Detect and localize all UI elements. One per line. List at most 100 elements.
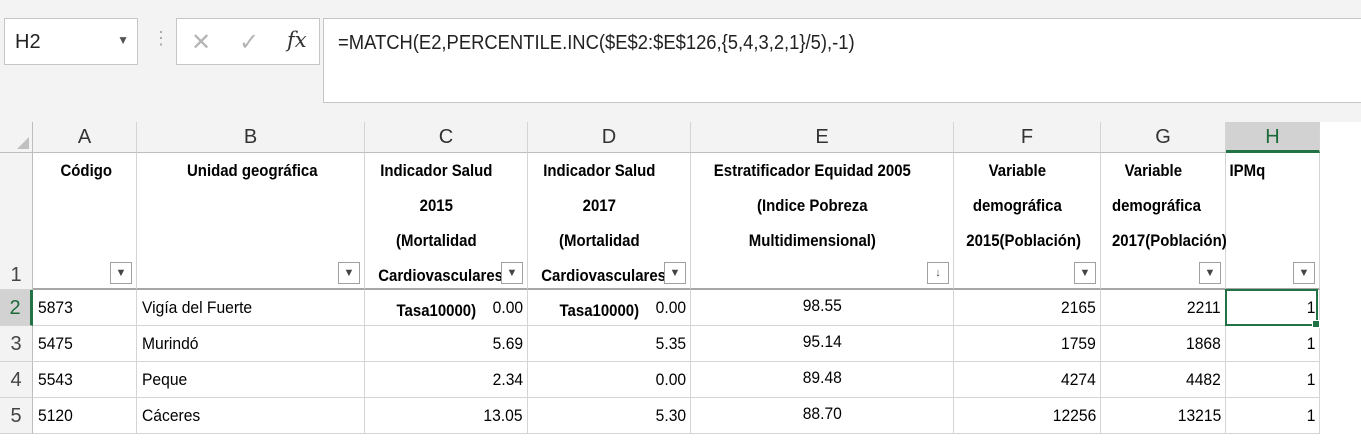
formula-input[interactable]: =MATCH(E2,PERCENTILE.INC($E$2:$E$126,{5,… xyxy=(323,18,1361,103)
cell-value: 1 xyxy=(1306,370,1315,389)
filter-dropdown-icon[interactable]: ▼ xyxy=(110,262,132,284)
cell-e3[interactable]: 95.14 xyxy=(691,326,954,362)
cell-d2[interactable]: 0.00 xyxy=(528,290,691,326)
cell-g3[interactable]: 1868 xyxy=(1101,326,1226,362)
cell-e5[interactable]: 88.70 xyxy=(691,398,954,434)
cell-value: 1 xyxy=(1306,406,1315,425)
header-label: Código xyxy=(60,161,113,180)
cancel-icon[interactable]: ✕ xyxy=(191,29,212,56)
cell-value: 88.70 xyxy=(802,404,842,423)
column-header-a[interactable]: A xyxy=(33,122,137,153)
header-cell-b[interactable]: Unidad geográfica ▼ xyxy=(137,153,365,290)
filter-dropdown-icon[interactable]: ▼ xyxy=(1293,262,1315,284)
header-cell-a[interactable]: Código ▼ xyxy=(33,153,137,290)
cell-h3[interactable]: 1 xyxy=(1226,326,1320,362)
cell-b2[interactable]: Vigía del Fuerte xyxy=(137,290,365,326)
sort-filter-icon[interactable]: ↓ xyxy=(927,262,949,284)
cell-b4[interactable]: Peque xyxy=(137,362,365,398)
filter-dropdown-icon[interactable]: ▼ xyxy=(664,262,686,284)
cell-g2[interactable]: 2211 xyxy=(1101,290,1226,326)
cell-value: 1759 xyxy=(1061,334,1096,353)
cell-value: 5873 xyxy=(38,298,73,317)
header-label: Variable demográfica 2015(Población) xyxy=(966,161,1082,250)
cell-g4[interactable]: 4482 xyxy=(1101,362,1226,398)
cell-value: 1 xyxy=(1306,334,1315,353)
cell-value: 5120 xyxy=(38,406,73,425)
header-label: Indicador Salud 2017 (Mortalidad Cardiov… xyxy=(541,161,671,320)
filter-dropdown-icon[interactable]: ▼ xyxy=(501,262,523,284)
cell-f2[interactable]: 2165 xyxy=(954,290,1101,326)
cell-c5[interactable]: 13.05 xyxy=(365,398,528,434)
column-header-b[interactable]: B xyxy=(137,122,365,153)
row-header-5[interactable]: 5 xyxy=(0,398,33,434)
select-all-corner[interactable] xyxy=(0,122,33,153)
column-header-c[interactable]: C xyxy=(365,122,528,153)
cell-value: 1 xyxy=(1306,298,1315,317)
cell-d5[interactable]: 5.30 xyxy=(528,398,691,434)
header-label: IPMq xyxy=(1229,161,1266,180)
cell-d4[interactable]: 0.00 xyxy=(528,362,691,398)
cell-a2[interactable]: 5873 xyxy=(33,290,137,326)
cell-h2[interactable]: 1 xyxy=(1226,290,1320,326)
cell-c4[interactable]: 2.34 xyxy=(365,362,528,398)
row-header-3[interactable]: 3 xyxy=(0,326,33,362)
filter-dropdown-icon[interactable]: ▼ xyxy=(1074,262,1096,284)
header-label: Estratificador Equidad 2005 (Indice Pobr… xyxy=(713,161,911,250)
header-cell-c[interactable]: Indicador Salud 2015 (Mortalidad Cardiov… xyxy=(365,153,528,320)
cell-value: 95.14 xyxy=(802,332,842,351)
cell-g5[interactable]: 13215 xyxy=(1101,398,1226,434)
column-header-h[interactable]: H xyxy=(1226,122,1320,153)
column-header-d[interactable]: D xyxy=(528,122,691,153)
chevron-down-icon[interactable]: ▼ xyxy=(117,33,129,47)
cell-value: 5.35 xyxy=(655,334,686,353)
cell-c2[interactable]: 0.00 xyxy=(365,290,528,326)
cell-h4[interactable]: 1 xyxy=(1226,362,1320,398)
insert-function-icon[interactable]: fx xyxy=(287,28,307,52)
header-cell-d[interactable]: Indicador Salud 2017 (Mortalidad Cardiov… xyxy=(528,153,691,320)
row-header-1[interactable]: 1 xyxy=(0,153,33,290)
cell-h5[interactable]: 1 xyxy=(1226,398,1320,434)
filter-dropdown-icon[interactable]: ▼ xyxy=(1199,262,1221,284)
column-header-g[interactable]: G xyxy=(1101,122,1226,153)
cell-d3[interactable]: 5.35 xyxy=(528,326,691,362)
enter-icon[interactable]: ✓ xyxy=(239,29,260,56)
cell-e4[interactable]: 89.48 xyxy=(691,362,954,398)
cell-value: 5543 xyxy=(38,370,73,389)
header-label: Unidad geográfica xyxy=(187,161,318,180)
cell-value: Murindó xyxy=(142,334,199,353)
cell-b3[interactable]: Murindó xyxy=(137,326,365,362)
cell-value: Cáceres xyxy=(142,406,201,425)
drag-handle-icon[interactable]: ⋮ xyxy=(152,28,170,48)
cell-e2[interactable]: 98.55 xyxy=(691,290,954,326)
cell-c3[interactable]: 5.69 xyxy=(365,326,528,362)
row-header-2[interactable]: 2 xyxy=(0,290,33,326)
name-box[interactable]: H2 ▼ xyxy=(4,18,138,65)
header-cell-g[interactable]: Variable demográfica 2017(Población) ▼ xyxy=(1101,153,1227,290)
cell-f3[interactable]: 1759 xyxy=(954,326,1101,362)
cell-value: 2211 xyxy=(1187,298,1221,317)
column-header-f[interactable]: F xyxy=(954,122,1101,153)
header-cell-h[interactable]: IPMq ▼ xyxy=(1226,153,1320,290)
cell-value: 0.00 xyxy=(655,298,686,317)
cell-a4[interactable]: 5543 xyxy=(33,362,137,398)
header-cell-f[interactable]: Variable demográfica 2015(Población) ▼ xyxy=(954,153,1101,290)
formula-text: =MATCH(E2,PERCENTILE.INC($E$2:$E$126,{5,… xyxy=(338,32,855,54)
cell-a5[interactable]: 5120 xyxy=(33,398,137,434)
column-header-e[interactable]: E xyxy=(691,122,954,153)
header-cell-e[interactable]: Estratificador Equidad 2005 (Indice Pobr… xyxy=(691,153,954,290)
cell-a3[interactable]: 5475 xyxy=(33,326,137,362)
cell-value: 5475 xyxy=(38,334,73,353)
cell-value: 12256 xyxy=(1052,406,1096,425)
cell-f4[interactable]: 4274 xyxy=(954,362,1101,398)
cell-value: 13.05 xyxy=(483,406,523,425)
row-header-4[interactable]: 4 xyxy=(0,362,33,398)
cell-value: 2.34 xyxy=(492,370,523,389)
cell-f5[interactable]: 12256 xyxy=(954,398,1101,434)
cell-value: 2165 xyxy=(1061,298,1096,317)
name-box-value: H2 xyxy=(15,31,41,53)
cell-value: 0.00 xyxy=(492,298,523,317)
cell-b5[interactable]: Cáceres xyxy=(137,398,365,434)
filter-dropdown-icon[interactable]: ▼ xyxy=(338,262,360,284)
formula-bar-area: H2 ▼ ⋮ ✕ ✓ fx =MATCH(E2,PERCENTILE.INC($… xyxy=(0,0,1361,122)
formula-buttons: ✕ ✓ fx xyxy=(176,18,320,65)
